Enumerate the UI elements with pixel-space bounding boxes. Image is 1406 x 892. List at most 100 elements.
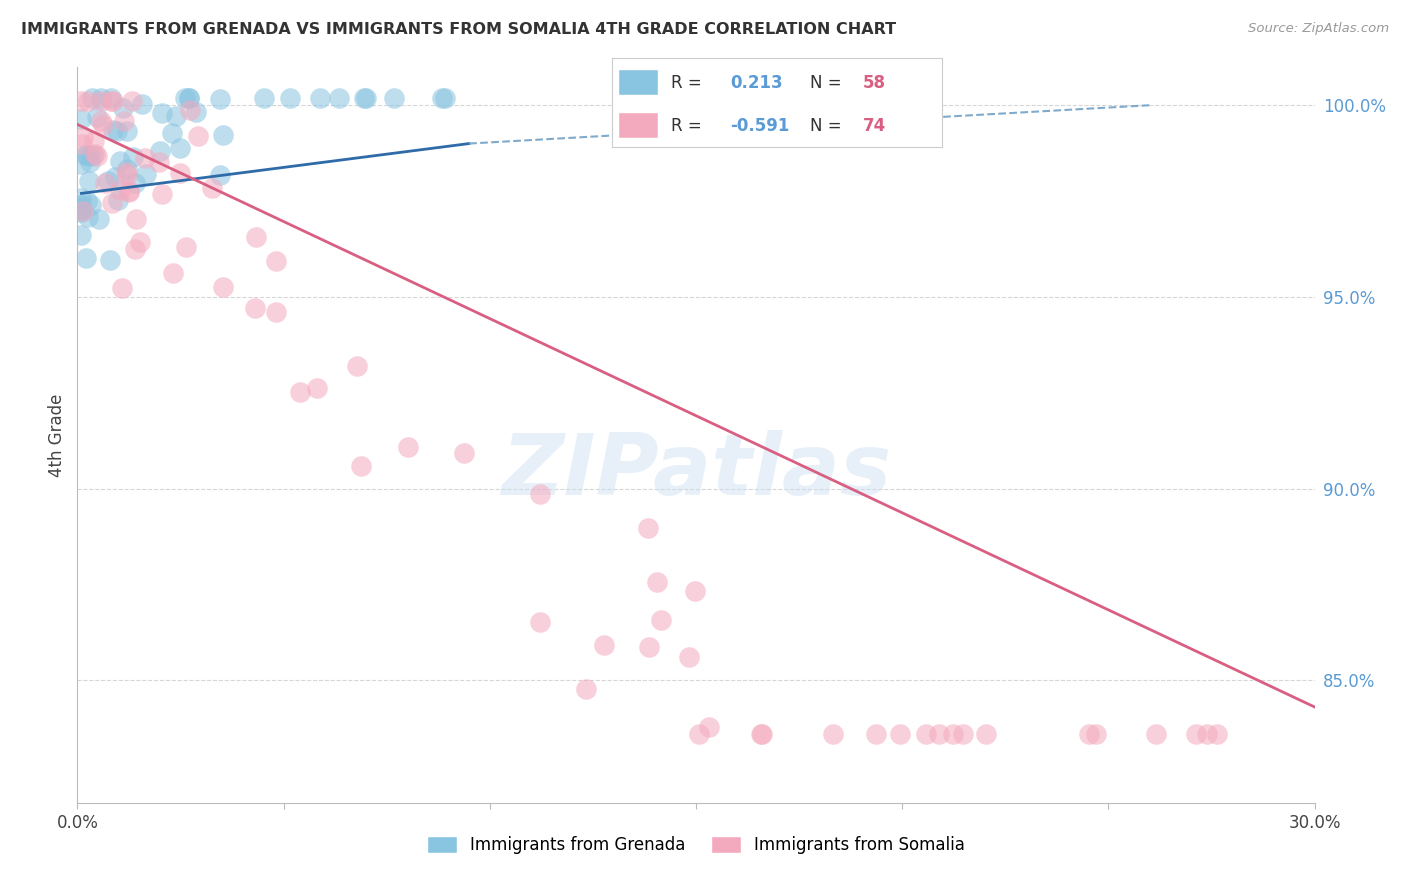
Point [135,167,157,181]
Point [942,727,965,741]
Point [108,183,131,197]
Point [974,727,997,741]
Point [353,90,375,104]
Point [79,154,101,169]
Point [179,103,201,117]
Point [101,195,124,210]
Point [821,727,844,741]
Point [1078,727,1101,741]
Point [165,109,187,123]
Point [173,90,195,104]
Point [77,210,100,224]
Point [118,186,141,200]
Point [1205,727,1227,741]
Point [349,459,371,474]
Point [160,126,183,140]
Point [650,613,672,627]
Point [98,252,121,267]
Text: N =: N = [810,117,846,135]
Point [150,106,173,120]
Point [70,95,93,109]
Text: 58: 58 [863,74,886,92]
Point [592,639,614,653]
Text: 74: 74 [863,117,886,135]
Point [86,110,108,124]
Text: N =: N = [810,74,846,92]
Point [396,440,419,454]
Point [90,113,112,128]
Point [91,118,114,132]
Point [688,727,710,741]
Point [70,203,93,218]
Point [162,266,184,280]
Point [697,720,720,734]
Point [212,280,235,294]
Text: IMMIGRANTS FROM GRENADA VS IMMIGRANTS FROM SOMALIA 4TH GRADE CORRELATION CHART: IMMIGRANTS FROM GRENADA VS IMMIGRANTS FR… [21,22,896,37]
Legend: Immigrants from Grenada, Immigrants from Somalia: Immigrants from Grenada, Immigrants from… [420,830,972,861]
Point [115,124,138,138]
Point [928,727,950,741]
Point [72,129,94,144]
Point [70,157,93,171]
Point [179,90,201,104]
Text: -0.591: -0.591 [731,117,790,135]
Point [79,149,101,163]
Point [76,148,98,162]
Point [683,584,706,599]
Point [209,168,232,182]
Point [70,198,93,212]
Point [1085,727,1108,741]
Point [245,301,267,315]
Point [77,173,100,187]
Point [105,124,128,138]
Point [80,90,103,104]
Point [107,193,129,207]
Point [346,359,368,373]
Bar [619,69,658,95]
Point [208,92,231,106]
Point [80,198,103,212]
Point [149,144,172,158]
Point [112,113,135,128]
Point [134,151,156,165]
Point [72,136,94,151]
Point [129,235,152,249]
Point [87,211,110,226]
Point [575,682,598,697]
Point [201,181,224,195]
Point [177,90,200,104]
Point [90,90,112,104]
Text: R =: R = [671,117,707,135]
Point [121,150,143,164]
Point [70,201,93,215]
Point [305,381,328,395]
Point [914,727,936,741]
Point [529,487,551,501]
Point [70,228,93,243]
Point [117,169,139,183]
Point [645,575,668,590]
Point [104,169,127,184]
Point [1185,727,1208,741]
Point [187,128,209,143]
Point [245,230,267,244]
Text: R =: R = [671,74,707,92]
Point [865,727,887,741]
Point [453,446,475,460]
Point [83,134,105,148]
Point [100,90,122,104]
Text: ZIPatlas: ZIPatlas [501,430,891,513]
Point [184,105,207,120]
Point [266,305,288,319]
Point [124,176,146,190]
Point [76,194,98,208]
Point [118,184,141,198]
Point [1195,727,1218,741]
Point [264,254,287,268]
Point [433,90,456,104]
Point [90,95,112,109]
Point [751,727,773,741]
Point [278,90,301,104]
Point [749,727,772,741]
Point [169,141,191,155]
